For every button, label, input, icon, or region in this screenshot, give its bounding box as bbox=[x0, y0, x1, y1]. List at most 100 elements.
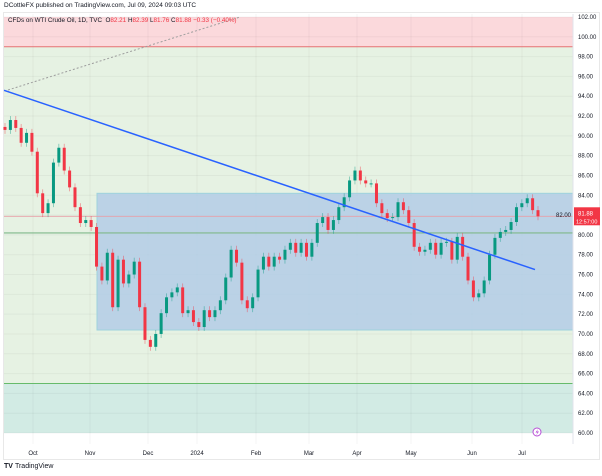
candle-body bbox=[245, 300, 249, 309]
candle-body bbox=[272, 256, 276, 267]
candle-body bbox=[412, 223, 416, 247]
candle bbox=[73, 183, 77, 212]
candle-body bbox=[218, 300, 222, 311]
lightning-icon[interactable] bbox=[532, 427, 542, 437]
candle bbox=[294, 238, 298, 257]
candle bbox=[46, 199, 50, 218]
price-tick-label: 64.00 bbox=[578, 391, 594, 397]
candle bbox=[304, 238, 308, 261]
candle bbox=[477, 289, 481, 302]
price-tick-label: 74.00 bbox=[578, 292, 594, 298]
candle-body bbox=[186, 310, 190, 314]
candle bbox=[439, 238, 443, 259]
candle-body bbox=[208, 310, 212, 318]
candle-body bbox=[304, 242, 308, 257]
candle-body bbox=[191, 310, 195, 323]
candle bbox=[78, 203, 82, 227]
candle bbox=[41, 189, 45, 218]
candle-body bbox=[391, 217, 395, 219]
candle bbox=[504, 225, 508, 236]
candle-body bbox=[283, 249, 287, 260]
candle-body bbox=[299, 242, 303, 253]
candle bbox=[256, 265, 260, 302]
candle bbox=[224, 273, 228, 305]
candle-body bbox=[111, 252, 115, 308]
low-label: L bbox=[150, 17, 154, 24]
candle bbox=[428, 238, 432, 254]
candle-body bbox=[331, 220, 335, 230]
candle-body bbox=[159, 313, 163, 334]
candle-body bbox=[62, 147, 66, 171]
price-tick-label: 86.00 bbox=[578, 173, 594, 179]
candle bbox=[154, 329, 158, 351]
candle-body bbox=[536, 210, 540, 217]
candle bbox=[138, 257, 142, 312]
candle bbox=[100, 262, 104, 285]
candle bbox=[105, 248, 109, 285]
range-box bbox=[96, 192, 574, 331]
change-value: −0.33 (−0.40%) bbox=[193, 17, 237, 24]
candle bbox=[84, 216, 88, 227]
candle bbox=[461, 232, 465, 261]
price-tick-label: 90.00 bbox=[578, 134, 594, 140]
candle-body bbox=[348, 180, 352, 198]
candle bbox=[471, 276, 475, 302]
price-tick-label: 78.00 bbox=[578, 253, 594, 259]
candle bbox=[95, 223, 99, 271]
candle bbox=[175, 283, 179, 297]
candle bbox=[498, 227, 502, 242]
candle-body bbox=[100, 266, 104, 281]
candle bbox=[121, 255, 125, 288]
price-tick-label: 72.00 bbox=[578, 312, 594, 318]
symbol-name[interactable]: CFDs on WTI Crude Oil, 1D, TVC bbox=[8, 17, 103, 24]
time-tick-label: Jun bbox=[467, 451, 477, 457]
candle-body bbox=[278, 256, 282, 260]
candle bbox=[57, 143, 61, 167]
candle-body bbox=[3, 126, 7, 130]
candle-body bbox=[466, 256, 470, 281]
candle-body bbox=[57, 147, 61, 163]
candle bbox=[407, 206, 411, 227]
candle-body bbox=[364, 180, 368, 184]
candle-body bbox=[444, 241, 448, 243]
candle bbox=[418, 242, 422, 256]
candle-body bbox=[148, 339, 152, 347]
candle bbox=[288, 238, 292, 254]
logo-text: TradingView bbox=[14, 463, 54, 470]
candle bbox=[111, 248, 115, 312]
candle bbox=[181, 283, 185, 318]
candle-body bbox=[337, 207, 341, 221]
candle-body bbox=[229, 249, 233, 278]
candle-body bbox=[25, 132, 29, 143]
candle-body bbox=[520, 203, 524, 208]
tradingview-logo: TV TradingView bbox=[4, 463, 53, 470]
price-tick-label: 82.00 bbox=[556, 213, 572, 219]
countdown-text: 12:57:00 bbox=[576, 219, 597, 225]
time-tick-label: Jul bbox=[518, 451, 526, 457]
candle bbox=[401, 198, 405, 215]
candle-body bbox=[213, 310, 217, 318]
candle-body bbox=[35, 151, 39, 194]
last-price-badge bbox=[574, 207, 600, 226]
candle bbox=[127, 270, 131, 288]
candle-body bbox=[224, 277, 228, 301]
candle-body bbox=[267, 256, 271, 267]
candle bbox=[315, 219, 319, 247]
high-value: 82.39 bbox=[132, 17, 149, 24]
candle bbox=[466, 252, 470, 285]
candle bbox=[278, 252, 282, 264]
candle bbox=[272, 252, 276, 271]
price-tick-label: 70.00 bbox=[578, 332, 594, 338]
candle-body bbox=[14, 120, 18, 128]
candle bbox=[267, 252, 271, 271]
candle-body bbox=[374, 183, 378, 204]
candle bbox=[423, 245, 427, 256]
candle-body bbox=[89, 220, 93, 227]
publisher-line: DCottleFX published on TradingView.com, … bbox=[4, 2, 197, 9]
candle-body bbox=[531, 198, 535, 211]
price-tick-label: 76.00 bbox=[578, 273, 594, 279]
symbol-legend: CFDs on WTI Crude Oil, 1D, TVC O82.21 H8… bbox=[8, 17, 237, 24]
candle-body bbox=[493, 237, 497, 255]
candle bbox=[380, 199, 384, 218]
